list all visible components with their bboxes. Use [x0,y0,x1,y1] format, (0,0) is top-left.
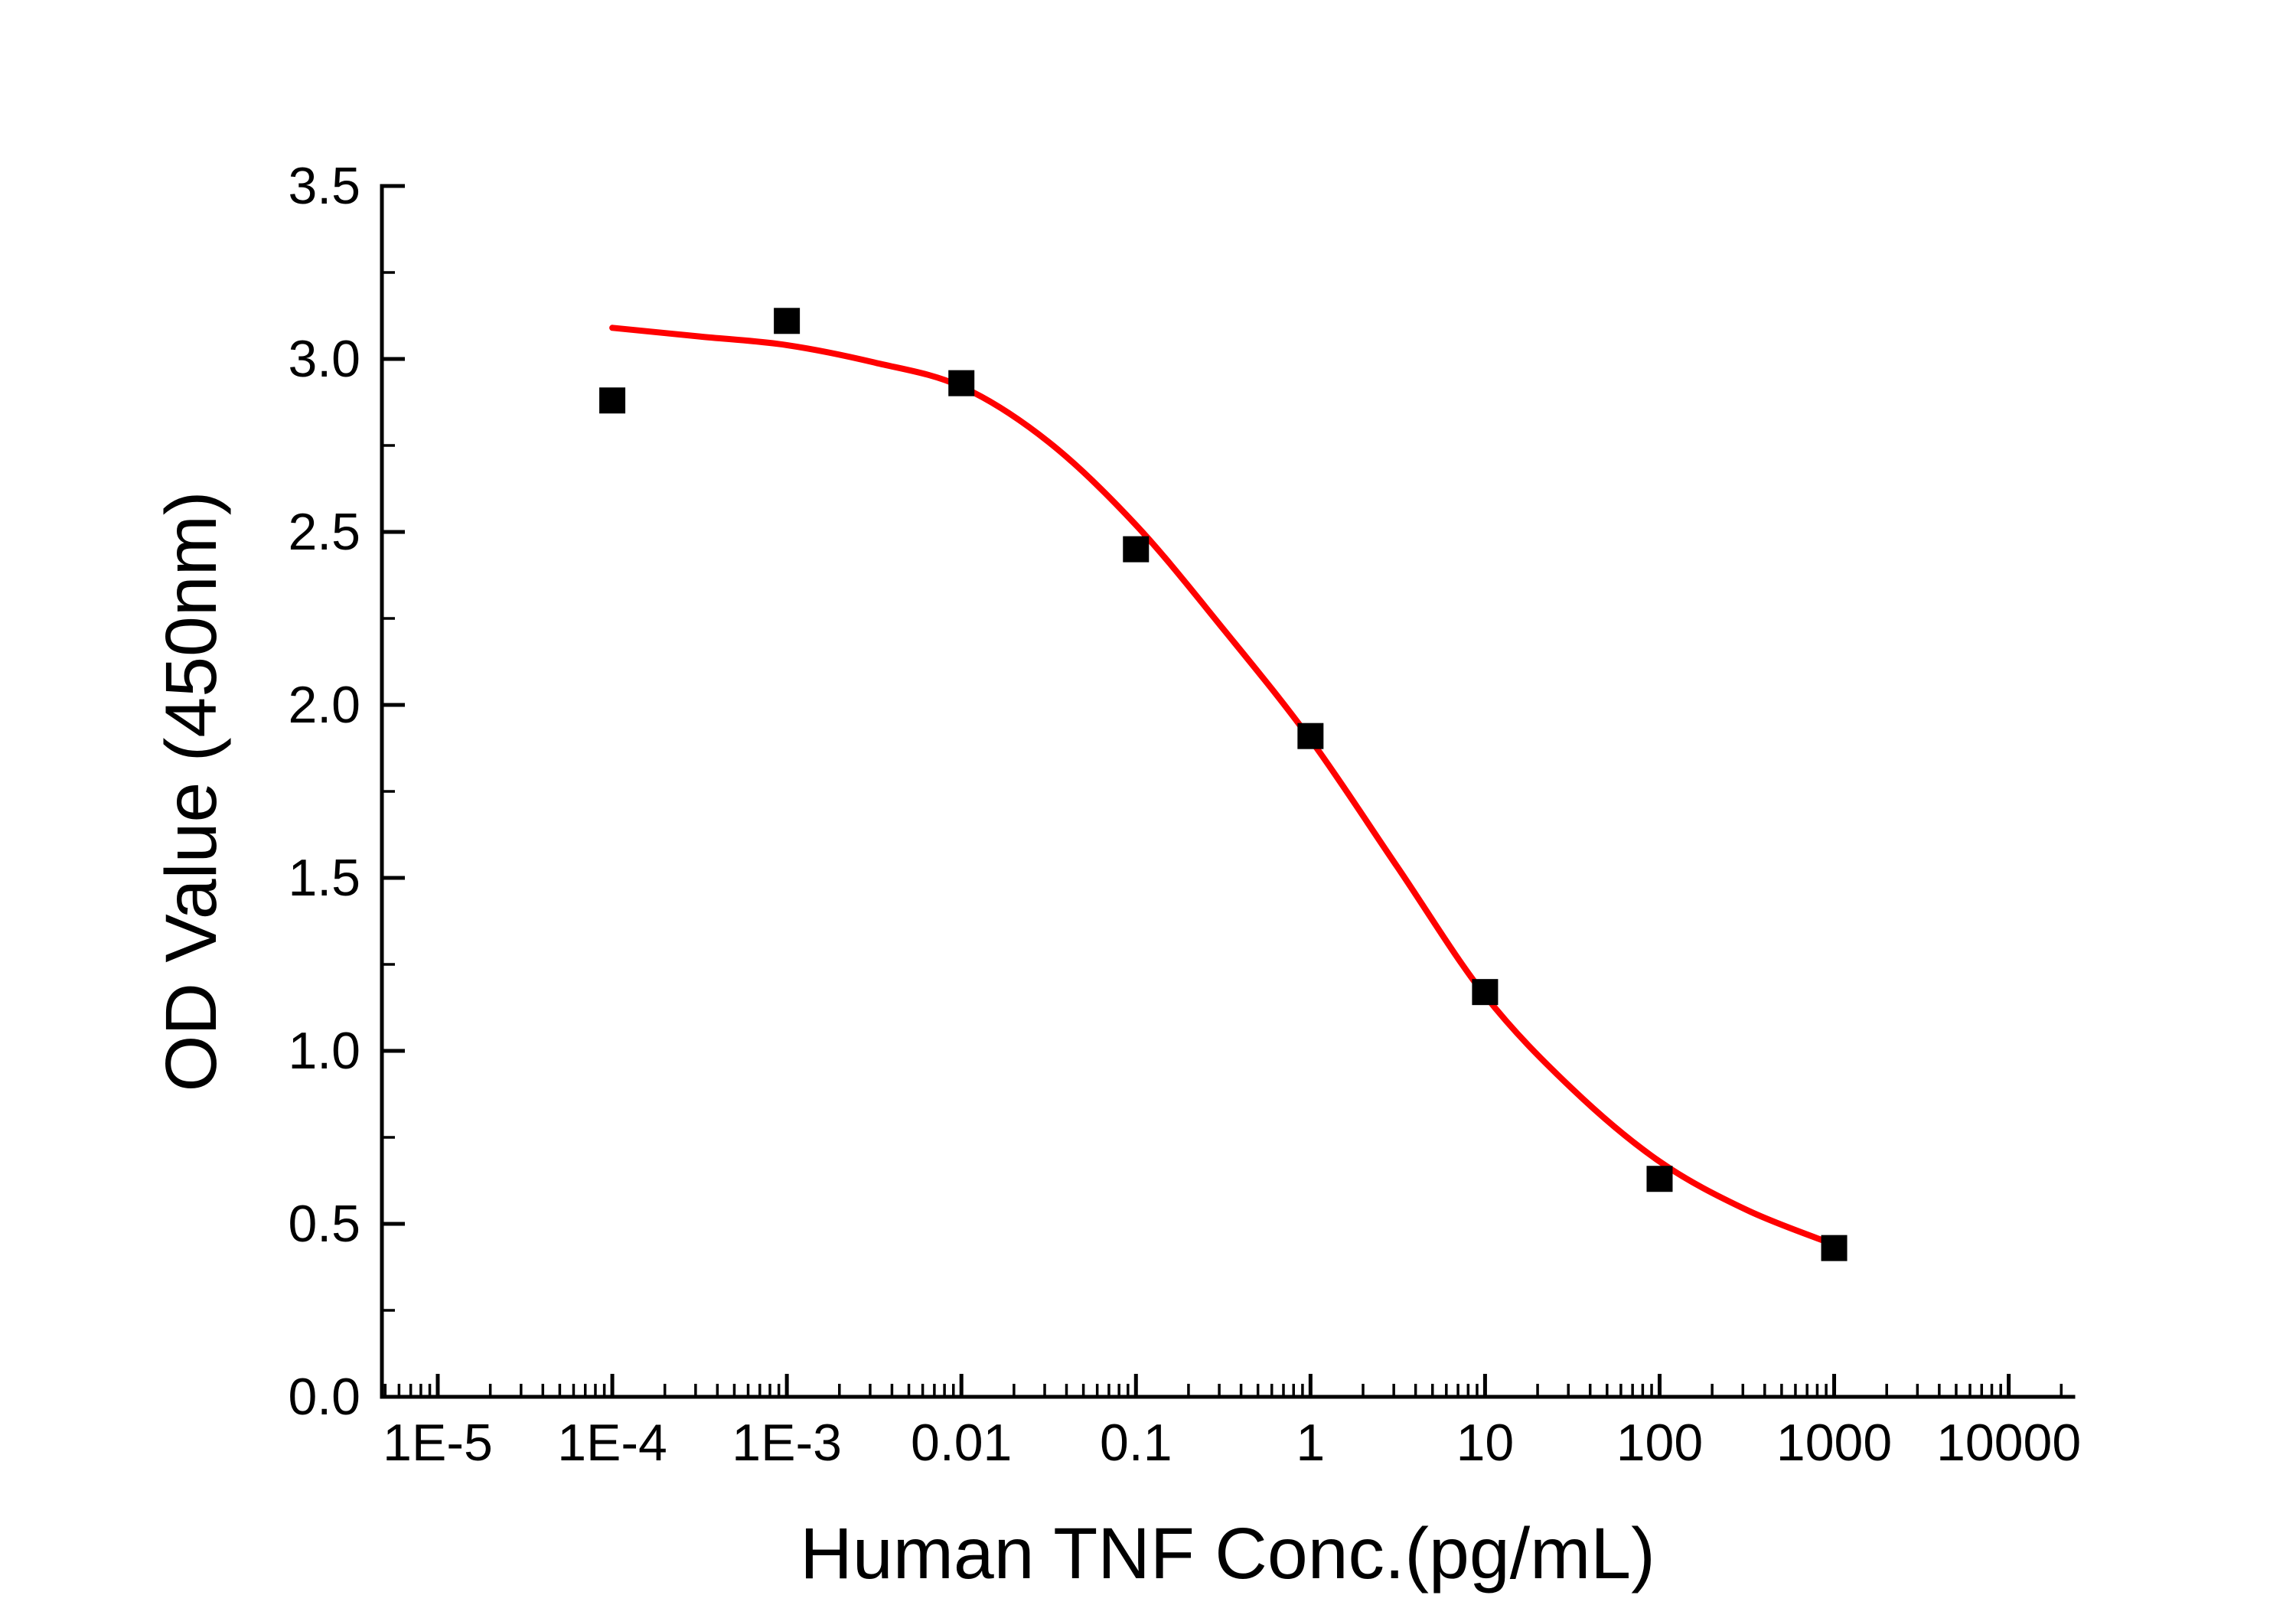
data-point-marker [1821,1235,1848,1261]
x-tick-label: 1E-3 [732,1414,842,1472]
x-tick-label: 100 [1616,1414,1703,1472]
x-tick-label: 0.1 [1100,1414,1172,1472]
data-point-marker [599,387,626,414]
data-point-marker [1472,979,1499,1006]
y-axis-title: OD Value (450nm) [151,491,232,1092]
data-point-marker [1123,536,1150,563]
y-tick-label: 3.5 [288,157,360,215]
y-tick-label: 1.5 [288,849,360,907]
y-tick-label: 2.5 [288,503,360,561]
axes-frame [380,184,2076,1399]
x-tick-label: 1E-4 [557,1414,667,1472]
data-point-marker [774,308,801,334]
y-tick-label: 1.0 [288,1022,360,1080]
y-tick-label: 2.0 [288,676,360,734]
x-tick-label: 10 [1456,1414,1515,1472]
x-tick-label: 10000 [1936,1414,2081,1472]
y-tick-label: 0.0 [288,1368,360,1426]
x-tick-label: 1000 [1776,1414,1892,1472]
plot-area: 1E-5 1E-4 1E-3 0.01 0.1 1 10 100 1000 10000 0.0 0.5… [288,157,2081,1472]
data-point-marker [948,370,975,396]
y-tick-label: 0.5 [288,1195,360,1253]
x-axis-title: Human TNF Conc.(pg/mL) [800,1513,1655,1594]
data-point-marker [1646,1166,1673,1192]
data-point-marker [1297,723,1324,749]
x-tick-label: 1E-5 [383,1414,493,1472]
x-tick-label: 0.01 [911,1414,1012,1472]
x-tick-label: 1 [1296,1414,1325,1472]
y-tick-label: 3.0 [288,330,360,388]
fit-curve [609,325,1838,1248]
